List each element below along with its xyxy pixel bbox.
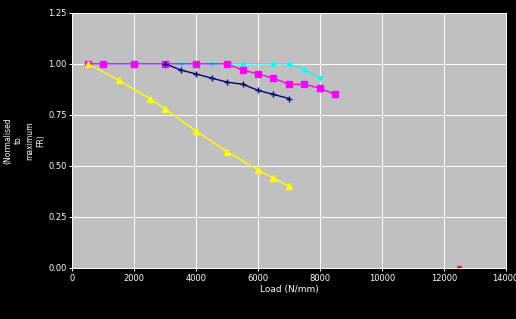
Y-axis label: FR
(kN)
(Normalised
to
maximum
FR): FR (kN) (Normalised to maximum FR) — [0, 117, 45, 164]
X-axis label: Load (N/mm): Load (N/mm) — [260, 285, 318, 294]
